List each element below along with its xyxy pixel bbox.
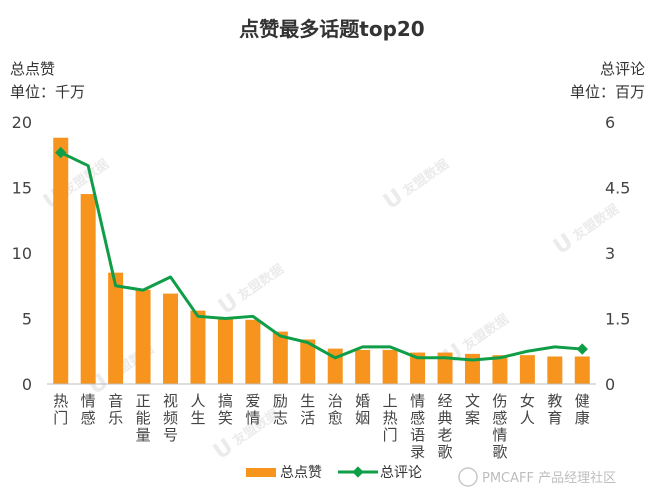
- right-tick-label: 6: [605, 113, 615, 132]
- legend-bar-swatch: [246, 468, 276, 477]
- legend-line-label: 总评论: [380, 465, 422, 481]
- x-tick-label: 上热门: [383, 392, 398, 444]
- brand-watermark-text: 友盟数据: [460, 311, 512, 354]
- bar: [190, 310, 206, 384]
- x-tick-label: 热门: [53, 392, 68, 427]
- x-tick-label: 生活: [300, 392, 315, 427]
- right-tick-label: 0: [605, 375, 615, 394]
- x-tick-label: 教育: [547, 392, 562, 427]
- x-tick-label: 婚姻: [355, 392, 370, 427]
- bar: [574, 356, 590, 384]
- bar: [245, 319, 261, 384]
- legend: 总点赞 总评论: [246, 465, 422, 481]
- x-tick-label: 人生: [190, 392, 205, 427]
- bar: [437, 352, 453, 384]
- x-tick-label: 女人: [520, 392, 535, 427]
- left-tick-label: 5: [22, 310, 32, 329]
- right-tick-label: 3: [605, 244, 615, 263]
- bar: [492, 355, 508, 384]
- left-axis-unit: 单位：千万: [10, 83, 85, 101]
- legend-bar-label: 总点赞: [280, 465, 322, 481]
- x-tick-label: 文案: [465, 392, 480, 427]
- x-tick-label: 伤感情歌: [492, 392, 507, 461]
- x-tick-label: 正能量: [136, 392, 151, 444]
- left-tick-label: 10: [12, 244, 32, 263]
- bar: [300, 339, 316, 384]
- line-point: [55, 146, 67, 159]
- right-axis-title: 总评论: [600, 60, 645, 78]
- x-tick-label: 搞笑: [218, 392, 233, 427]
- left-tick-label: 20: [12, 113, 32, 132]
- bar-series: [53, 137, 590, 384]
- left-tick-label: 15: [12, 179, 32, 198]
- brand-watermark-text: 友盟数据: [235, 261, 287, 304]
- left-tick-label: 0: [22, 375, 32, 394]
- x-tick-label: 经典老歌: [438, 392, 453, 461]
- x-axis-labels: 热门情感音乐正能量视频号人生搞笑爱情励志生活治愈婚姻上热门情感语录经典老歌文案伤…: [53, 392, 590, 461]
- right-tick-label: 4.5: [605, 179, 630, 198]
- legend-line-marker: [352, 466, 364, 478]
- bar: [135, 289, 151, 384]
- x-tick-label: 音乐: [108, 392, 123, 427]
- right-tick-label: 1.5: [605, 310, 630, 329]
- right-axis-unit: 单位：百万: [570, 83, 645, 101]
- pmcaff-watermark: PMCAFF 产品经理社区: [458, 467, 616, 487]
- bar: [519, 355, 535, 384]
- bar: [382, 349, 398, 384]
- brand-watermark-text: 友盟数据: [400, 156, 452, 199]
- brand-watermark-text: 友盟数据: [570, 201, 622, 244]
- bar: [410, 352, 426, 384]
- x-tick-label: 情感语录: [410, 392, 425, 461]
- line-series: [55, 146, 588, 362]
- bar: [355, 349, 371, 384]
- x-tick-label: 健康: [575, 392, 590, 427]
- x-tick-label: 励志: [273, 392, 288, 427]
- chart-title: 点赞最多话题top20: [239, 17, 424, 41]
- comment-line: [60, 151, 583, 362]
- x-tick-label: 视频号: [163, 392, 178, 444]
- bar: [547, 356, 563, 384]
- bar: [80, 194, 96, 384]
- right-axis-ticks: 0 1.5 3 4.5 6: [605, 113, 630, 394]
- bar: [464, 353, 480, 384]
- bar: [108, 272, 124, 384]
- line-point: [576, 343, 588, 355]
- x-tick-label: 爱情: [245, 392, 260, 427]
- left-axis-title: 总点赞: [10, 60, 55, 78]
- x-tick-label: 情感: [81, 392, 96, 427]
- bar: [217, 317, 233, 384]
- bar: [272, 331, 288, 384]
- pmcaff-logo-icon: [458, 467, 478, 487]
- bar: [163, 293, 179, 384]
- bar: [53, 137, 69, 384]
- pmcaff-watermark-text: PMCAFF 产品经理社区: [482, 470, 616, 486]
- x-tick-label: 治愈: [328, 392, 343, 427]
- left-axis-ticks: 0 5 10 15 20: [12, 113, 32, 394]
